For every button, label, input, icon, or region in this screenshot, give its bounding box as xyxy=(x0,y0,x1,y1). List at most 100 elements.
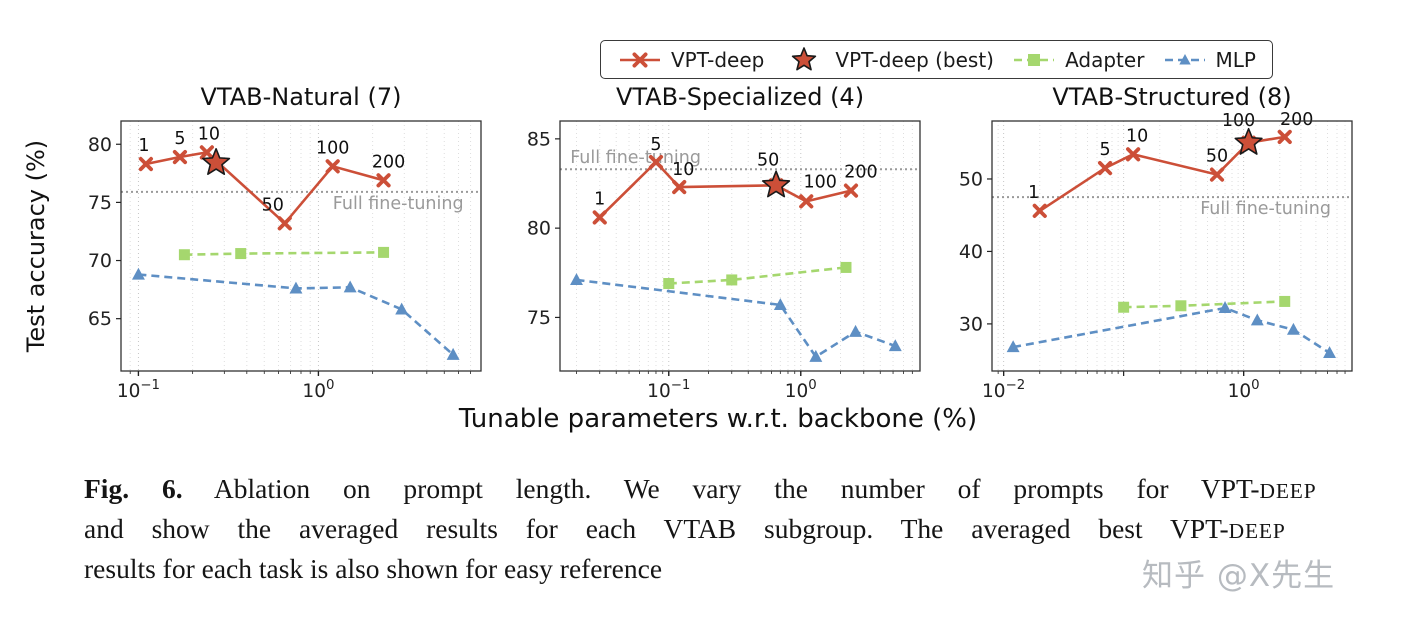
legend-item-mlp: MLP xyxy=(1162,46,1256,74)
svg-text:200: 200 xyxy=(1280,111,1313,130)
series-mlp xyxy=(570,273,902,362)
svg-text:50: 50 xyxy=(262,195,284,215)
svg-text:200: 200 xyxy=(844,163,877,183)
svg-text:65: 65 xyxy=(88,308,112,330)
svg-text:75: 75 xyxy=(527,307,551,329)
chart-title-specialized: VTAB-Specialized (4) xyxy=(615,83,865,111)
svg-text:80: 80 xyxy=(88,134,112,156)
caption-line-2-smallcaps: deep xyxy=(1228,519,1286,543)
svg-text:5: 5 xyxy=(1099,140,1110,160)
full-fine-tuning-line: Full fine-tuning xyxy=(992,196,1352,219)
svg-text:100: 100 xyxy=(804,172,837,192)
svg-text:1: 1 xyxy=(1028,183,1039,203)
caption-line-3-text: results for each task is also shown for … xyxy=(84,553,663,584)
y-tick-labels: 30 40 50 xyxy=(959,168,992,335)
svg-text:Full fine-tuning: Full fine-tuning xyxy=(333,194,464,214)
svg-text:1: 1 xyxy=(138,136,149,156)
legend-item-vpt-deep: VPT-deep xyxy=(617,46,764,74)
plot-border xyxy=(120,120,482,372)
chart-vtab-structured: VTAB-Structured (8) Full fine-tuning 1 5 10… xyxy=(954,84,1364,411)
full-fine-tuning-line: Full fine-tuning xyxy=(121,190,481,214)
svg-text:80: 80 xyxy=(527,218,551,240)
legend-item-vpt-deep-best: VPT-deep (best) xyxy=(781,46,994,74)
chart-title-structured: VTAB-Structured (8) xyxy=(1052,83,1292,111)
svg-text:100: 100 xyxy=(1228,378,1260,402)
legend-label-mlp: MLP xyxy=(1215,47,1256,72)
svg-text:100: 100 xyxy=(316,138,349,158)
svg-text:Full fine-tuning: Full fine-tuning xyxy=(570,148,701,168)
legend-label-adapter: Adapter xyxy=(1065,47,1145,72)
svg-text:10−2: 10−2 xyxy=(982,378,1025,402)
svg-text:5: 5 xyxy=(174,129,185,149)
gridlines xyxy=(575,121,913,371)
x-tick-labels: 10−1 100 xyxy=(647,371,817,402)
svg-text:75: 75 xyxy=(88,192,112,214)
svg-text:50: 50 xyxy=(757,150,779,170)
svg-text:200: 200 xyxy=(372,152,405,172)
svg-text:50: 50 xyxy=(1206,147,1228,167)
plot-border xyxy=(559,120,921,372)
chart-plot-specialized: Full fine-tuning 1 5 10 50 100 200 75 80 85 10−1 10… xyxy=(522,111,932,411)
series-adapter xyxy=(178,246,390,261)
svg-text:5: 5 xyxy=(650,135,661,155)
legend: VPT-deep VPT-deep (best) Adapter MLP xyxy=(600,40,1273,79)
series-vpt-deep xyxy=(138,145,391,231)
svg-text:50: 50 xyxy=(959,168,983,190)
chart-vtab-natural: VTAB-Natural (7) Full fine-tuning 1 5 10 50 1… xyxy=(83,84,493,411)
svg-text:30: 30 xyxy=(959,313,983,335)
chart-plot-natural: Full fine-tuning 1 5 10 50 100 200 65 70 75 80 10−1… xyxy=(83,111,493,411)
series-adapter xyxy=(663,261,852,289)
caption-line-1-text: Ablation on prompt length. We vary the n… xyxy=(182,473,1260,504)
adapter-line-marker-icon xyxy=(1014,53,1055,66)
axis-ticks xyxy=(576,371,913,376)
point-labels: 1 5 10 50 100 200 xyxy=(138,124,405,215)
caption-line-1: Fig. 6. Ablation on prompt length. We va… xyxy=(84,470,1364,510)
svg-text:10−1: 10−1 xyxy=(647,378,690,402)
svg-text:100: 100 xyxy=(785,378,817,402)
x-tick-labels: 10−2 100 xyxy=(982,371,1260,402)
series-vpt-deep xyxy=(1032,129,1292,218)
legend-label-vpt-deep-best: VPT-deep (best) xyxy=(835,47,994,72)
best-star-marker xyxy=(1234,127,1263,155)
gridlines xyxy=(997,121,1346,371)
axis-ticks xyxy=(997,371,1346,376)
svg-text:10: 10 xyxy=(198,124,220,144)
y-tick-labels: 65 70 75 80 xyxy=(88,134,121,330)
legend-label-vpt-deep: VPT-deep xyxy=(671,47,765,72)
caption-fig-label: Fig. 6. xyxy=(84,473,183,504)
series-adapter xyxy=(1118,295,1291,313)
svg-text:40: 40 xyxy=(959,241,983,263)
caption-line-1-smallcaps: deep xyxy=(1259,479,1317,503)
svg-text:10: 10 xyxy=(672,160,694,180)
y-tick-labels: 75 80 85 xyxy=(527,128,560,329)
chart-plot-structured: Full fine-tuning 1 5 10 50 100 200 30 40 50 10−2 10… xyxy=(954,110,1364,411)
svg-text:85: 85 xyxy=(527,128,551,150)
chart-plot-svg: Full fine-tuning 1 5 10 50 100 200 30 40 50 10−2 10… xyxy=(959,110,1353,402)
chart-vtab-specialized: VTAB-Specialized (4) Full fine-tuning 1 5 1… xyxy=(522,84,932,411)
gridlines xyxy=(129,121,472,371)
caption-line-2-text: and show the averaged results for each V… xyxy=(84,513,1229,544)
caption-line-2: and show the averaged results for each V… xyxy=(84,510,1364,550)
watermark: 知乎 @X先生 xyxy=(1142,558,1336,594)
figure-caption: Fig. 6. Ablation on prompt length. We va… xyxy=(84,470,1364,587)
chart-plot-svg: Full fine-tuning 1 5 10 50 100 200 65 70 75 80 10−1… xyxy=(88,120,482,402)
full-fine-tuning-line: Full fine-tuning xyxy=(560,148,920,171)
series-mlp xyxy=(131,267,460,360)
svg-text:100: 100 xyxy=(302,378,334,402)
chart-title-natural: VTAB-Natural (7) xyxy=(200,83,402,111)
x-axis-label: Tunable parameters w.r.t. backbone (%) xyxy=(458,404,978,434)
caption-line-3: results for each task is also shown for … xyxy=(84,550,1364,587)
point-labels: 1 5 10 50 100 200 xyxy=(594,135,878,209)
svg-text:1: 1 xyxy=(594,189,605,209)
best-star-marker xyxy=(201,148,231,175)
legend-item-adapter: Adapter xyxy=(1011,46,1144,74)
mlp-line-marker-icon xyxy=(1164,53,1205,64)
svg-text:10: 10 xyxy=(1126,126,1148,146)
best-star-marker xyxy=(761,170,791,198)
plot-border xyxy=(991,120,1353,372)
vpt-deep-line-marker-icon xyxy=(620,51,660,68)
axis-ticks xyxy=(129,371,471,376)
y-axis-label: Test accuracy (%) xyxy=(22,139,50,353)
